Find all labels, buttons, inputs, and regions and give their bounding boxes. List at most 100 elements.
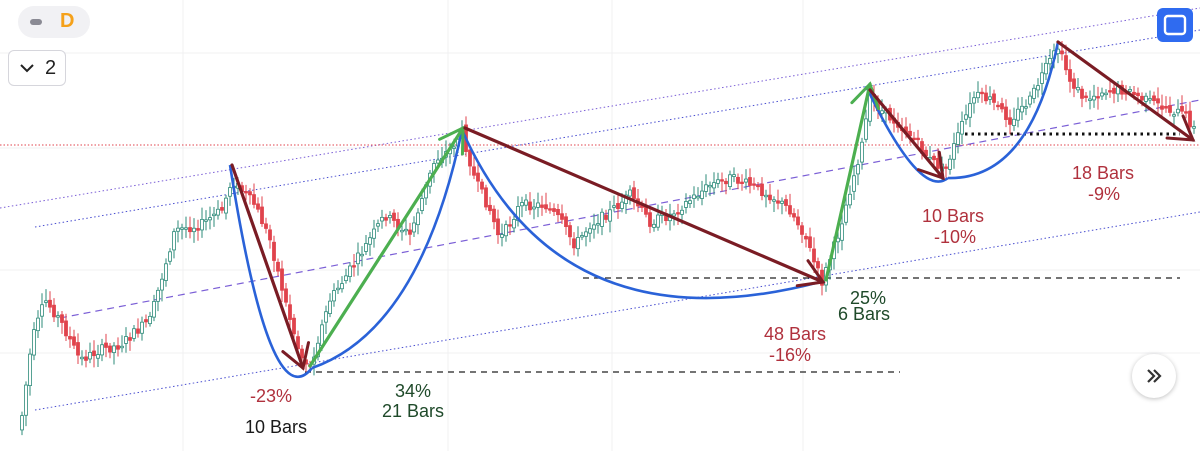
candle-body bbox=[652, 223, 656, 228]
annotation-drop3-bars: 10 Bars bbox=[921, 206, 985, 226]
candle-body bbox=[588, 228, 592, 234]
annotation-rise2-pct: 25% bbox=[849, 288, 887, 308]
candle-body bbox=[672, 213, 676, 217]
candle-body bbox=[420, 198, 424, 211]
candle-body bbox=[552, 208, 556, 212]
candle-body bbox=[1096, 96, 1100, 99]
candle-body bbox=[52, 304, 56, 318]
candle-body bbox=[596, 223, 600, 226]
candle-body bbox=[836, 237, 840, 243]
candle-body bbox=[536, 202, 540, 208]
candle-body bbox=[64, 320, 68, 337]
rally-arrow bbox=[308, 126, 465, 368]
cycle-curve bbox=[311, 129, 464, 370]
candle-body bbox=[844, 204, 848, 223]
scroll-to-latest-button[interactable] bbox=[1132, 354, 1176, 398]
candle-body bbox=[576, 237, 580, 250]
candle-body bbox=[264, 223, 268, 229]
candle-body bbox=[32, 329, 36, 356]
decline-arrow-head bbox=[916, 150, 945, 181]
candle-body bbox=[84, 356, 88, 361]
candle-body bbox=[24, 384, 28, 416]
candle-body bbox=[1136, 92, 1140, 97]
candle-body bbox=[1044, 62, 1048, 75]
annotation-rise2-bars: 6 Bars bbox=[837, 304, 891, 324]
candle-body bbox=[472, 166, 476, 176]
candle-body bbox=[732, 174, 736, 177]
candle-body bbox=[688, 200, 692, 205]
collapse-pill[interactable]: D bbox=[18, 6, 90, 38]
decline-arrow-head bbox=[795, 259, 826, 288]
candle-body bbox=[628, 189, 632, 197]
swing-arrows bbox=[230, 40, 1196, 371]
candle-body bbox=[1016, 108, 1020, 121]
candle-body bbox=[224, 197, 228, 214]
candle-body bbox=[1088, 98, 1092, 101]
candle-body bbox=[288, 304, 292, 320]
candle-body bbox=[952, 143, 956, 160]
candle-body bbox=[112, 345, 116, 353]
decline-arrow-head bbox=[281, 341, 311, 371]
candle-body bbox=[144, 319, 148, 323]
candle-body bbox=[280, 268, 284, 291]
cycle-curve bbox=[864, 85, 949, 183]
fullscreen-button[interactable] bbox=[1157, 8, 1193, 42]
candle-body bbox=[1000, 103, 1004, 110]
candle-body bbox=[612, 205, 616, 208]
candle-body bbox=[800, 225, 804, 235]
candle-body bbox=[452, 146, 456, 149]
candle-body bbox=[1100, 92, 1104, 97]
candle-body bbox=[156, 289, 160, 302]
layout-toggle-button[interactable]: 2 bbox=[8, 50, 66, 86]
candle-body bbox=[1176, 108, 1180, 114]
candle-body bbox=[540, 204, 544, 208]
candle-body bbox=[184, 227, 188, 230]
candle-body bbox=[972, 97, 976, 104]
candle-body bbox=[676, 212, 680, 215]
candle-body bbox=[468, 149, 472, 167]
candle-body bbox=[176, 227, 180, 232]
candle-body bbox=[768, 194, 772, 201]
candle-body bbox=[352, 265, 356, 268]
annotation-drop1-pct: -23% bbox=[249, 386, 293, 406]
annotation-drop1-bars: 10 Bars bbox=[244, 417, 308, 437]
candle-body bbox=[956, 132, 960, 145]
candle-body bbox=[20, 415, 24, 431]
candle-body bbox=[724, 180, 728, 185]
fullscreen-icon bbox=[1163, 14, 1187, 36]
cycle-curves bbox=[228, 41, 1060, 379]
rally-arrow bbox=[824, 82, 872, 282]
candle-body bbox=[340, 283, 344, 290]
candle-body bbox=[1184, 111, 1188, 114]
candle-body bbox=[840, 223, 844, 241]
interval-label[interactable]: D bbox=[60, 10, 75, 32]
candle-body bbox=[932, 155, 936, 161]
candle-body bbox=[864, 118, 868, 140]
candle-body bbox=[1064, 55, 1068, 71]
candle-body bbox=[996, 104, 1000, 108]
cycle-curve bbox=[460, 129, 821, 300]
channel-upper-line bbox=[0, 7, 1200, 209]
annotation-drop4-pct: -9% bbox=[1087, 184, 1121, 204]
annotation-drop3-pct: -10% bbox=[933, 227, 977, 247]
candle-body bbox=[808, 236, 812, 248]
candle-body bbox=[1084, 95, 1088, 98]
candle-body bbox=[320, 324, 324, 346]
candle-body bbox=[268, 229, 272, 241]
candle-body bbox=[656, 214, 660, 228]
candle-body bbox=[96, 354, 100, 359]
candle-body bbox=[88, 351, 92, 360]
dash-icon[interactable] bbox=[30, 19, 42, 25]
candle-body bbox=[360, 253, 364, 257]
candle-body bbox=[764, 194, 768, 198]
candle-body bbox=[228, 187, 232, 197]
candlestick-series bbox=[20, 40, 1196, 436]
candle-body bbox=[1040, 72, 1044, 84]
candle-body bbox=[500, 234, 504, 238]
candle-body bbox=[696, 195, 700, 199]
candle-body bbox=[1164, 106, 1168, 109]
candle-body bbox=[40, 304, 44, 317]
candle-body bbox=[492, 208, 496, 223]
candle-body bbox=[564, 216, 568, 228]
